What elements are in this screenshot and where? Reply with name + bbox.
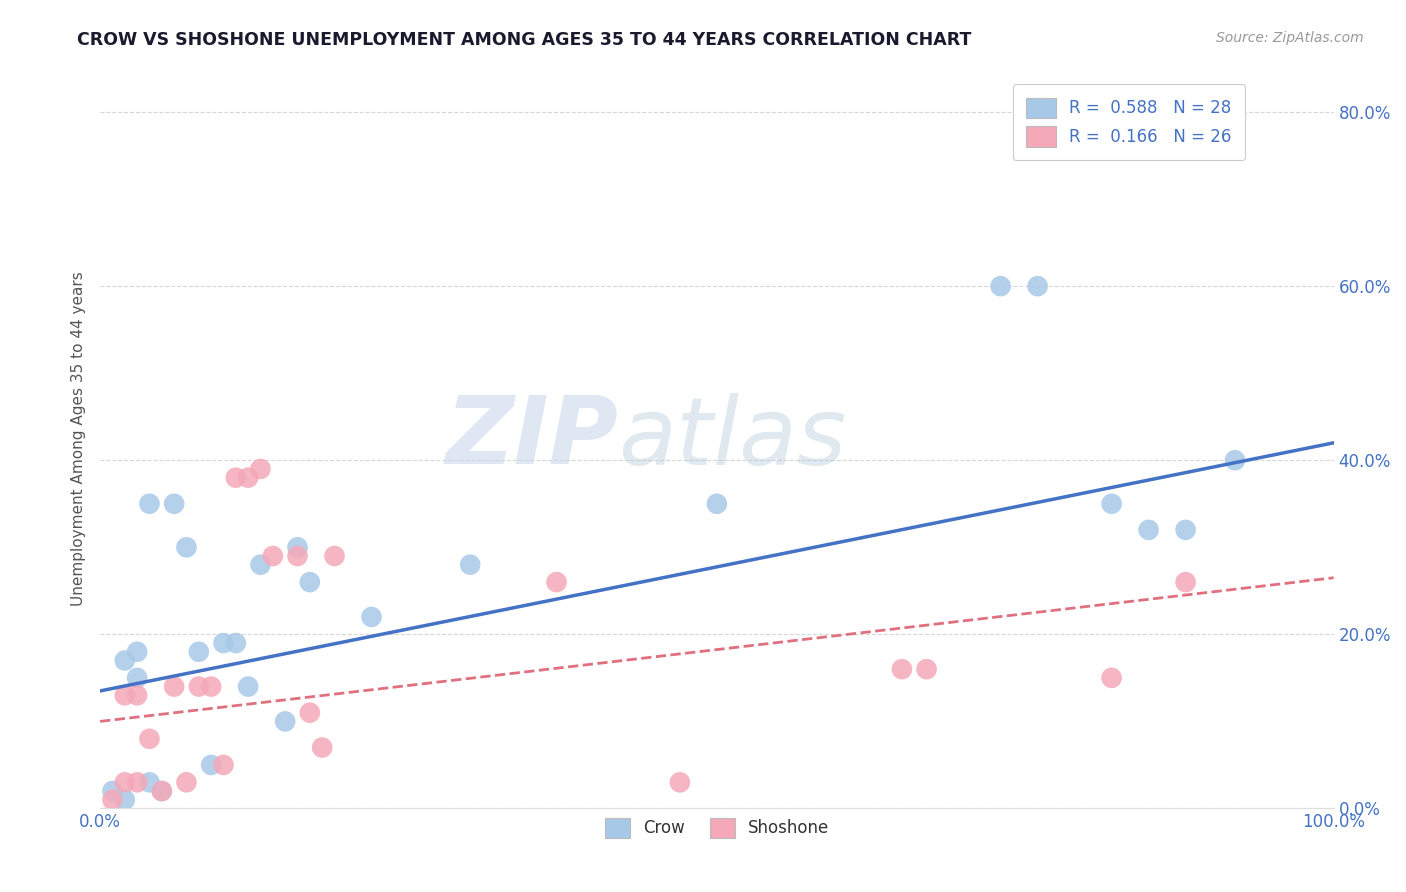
Point [1174,523,1197,537]
Point [138,497,160,511]
Point [187,645,209,659]
Point [1101,497,1123,511]
Point [323,549,346,563]
Point [127,688,149,702]
Point [249,462,271,476]
Point [176,775,198,789]
Text: ZIP: ZIP [446,392,619,484]
Point [1174,575,1197,590]
Point [249,558,271,572]
Point [101,784,124,798]
Point [1223,453,1246,467]
Point [458,558,481,572]
Point [101,793,124,807]
Point [225,636,247,650]
Y-axis label: Unemployment Among Ages 35 to 44 years: Unemployment Among Ages 35 to 44 years [72,271,86,606]
Point [114,775,136,789]
Text: CROW VS SHOSHONE UNEMPLOYMENT AMONG AGES 35 TO 44 YEARS CORRELATION CHART: CROW VS SHOSHONE UNEMPLOYMENT AMONG AGES… [77,31,972,49]
Point [360,610,382,624]
Point [1137,523,1160,537]
Point [298,575,321,590]
Point [138,731,160,746]
Point [287,541,309,555]
Point [1026,279,1049,293]
Point [200,680,222,694]
Point [200,758,222,772]
Point [114,688,136,702]
Point [212,758,235,772]
Point [163,680,186,694]
Point [138,775,160,789]
Point [176,541,198,555]
Text: Source: ZipAtlas.com: Source: ZipAtlas.com [1216,31,1364,45]
Point [212,636,235,650]
Point [915,662,938,676]
Point [127,775,149,789]
Point [150,784,173,798]
Point [311,740,333,755]
Point [298,706,321,720]
Point [262,549,284,563]
Point [990,279,1012,293]
Point [114,653,136,667]
Point [127,645,149,659]
Point [127,671,149,685]
Point [546,575,568,590]
Point [706,497,728,511]
Point [287,549,309,563]
Point [669,775,692,789]
Point [890,662,912,676]
Point [236,680,259,694]
Point [236,470,259,484]
Point [187,680,209,694]
Point [114,793,136,807]
Point [163,497,186,511]
Legend: Crow, Shoshone: Crow, Shoshone [598,811,837,845]
Text: atlas: atlas [619,393,846,484]
Point [1101,671,1123,685]
Point [150,784,173,798]
Point [274,714,297,729]
Point [225,470,247,484]
